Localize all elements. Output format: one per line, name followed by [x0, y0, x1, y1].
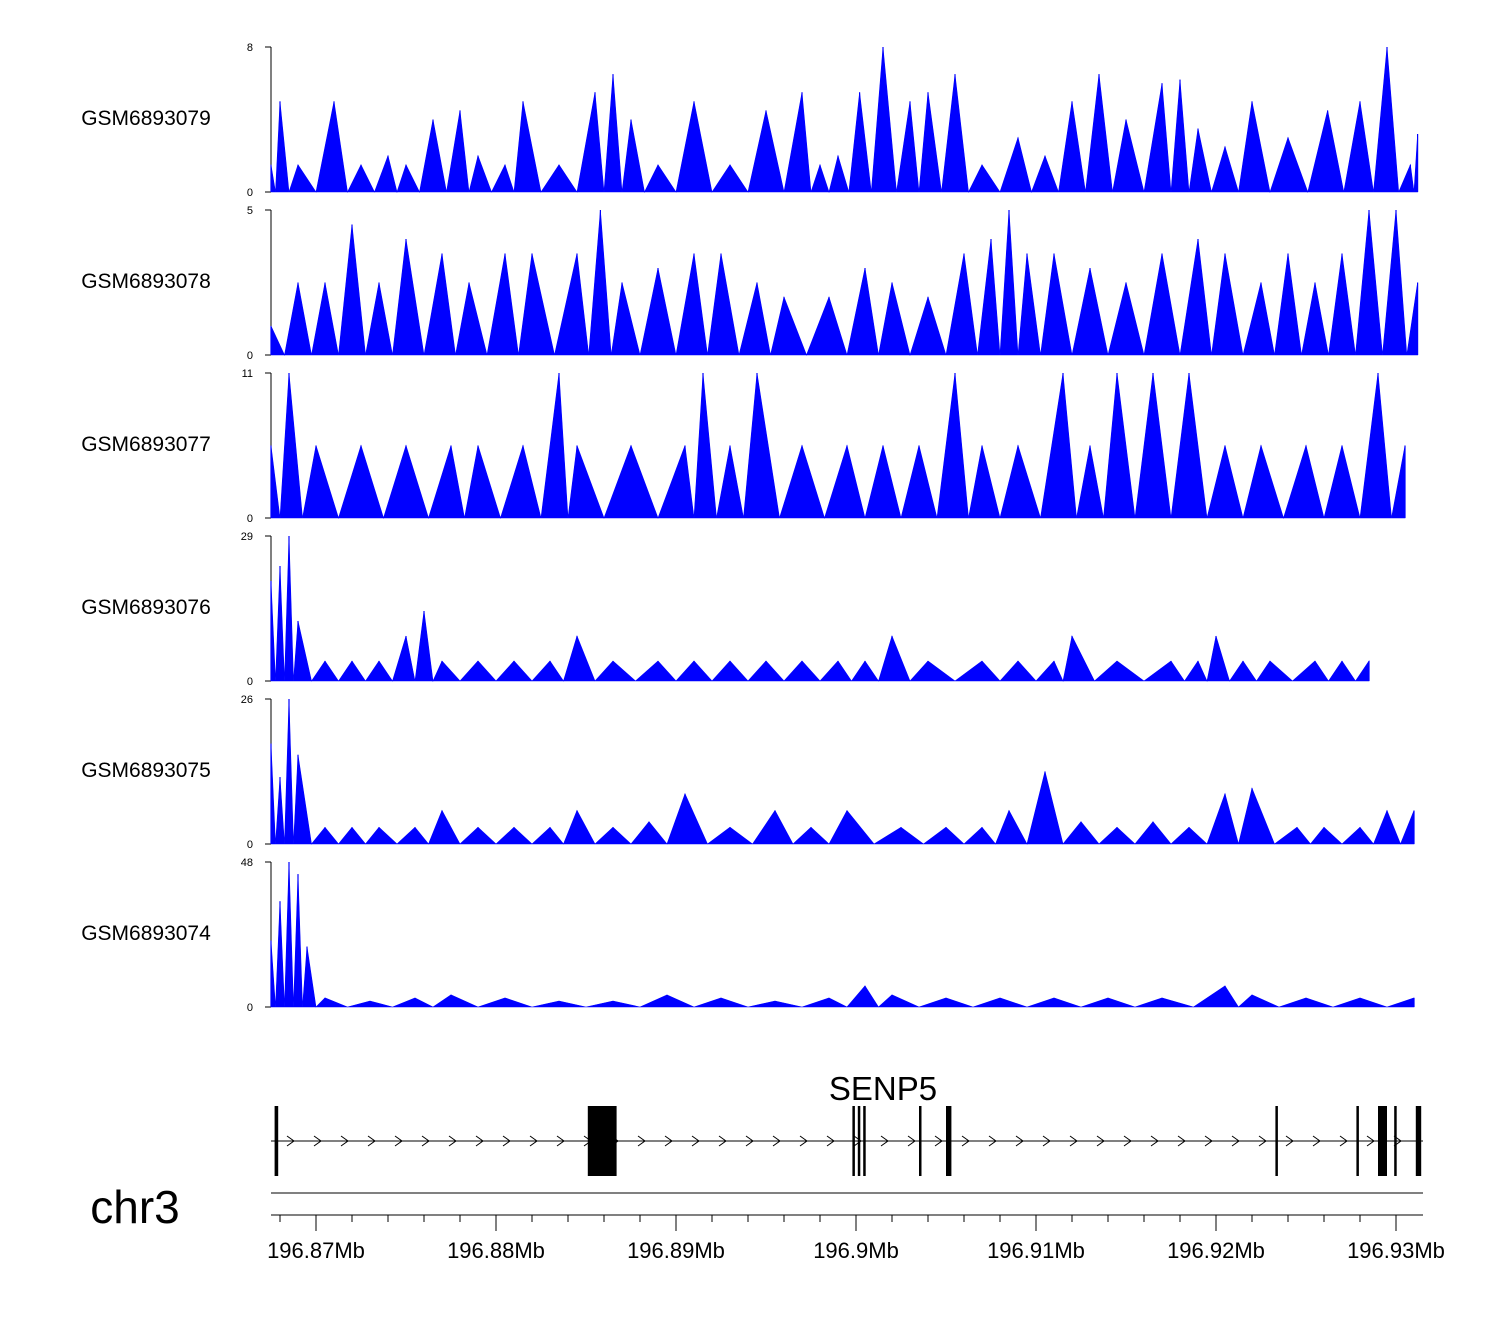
strand-arrow [826, 1135, 835, 1147]
gene-exon [919, 1106, 922, 1176]
strand-arrow [664, 1135, 673, 1147]
strand-arrow [556, 1135, 565, 1147]
track-GSM6893074: GSM6893074 48 0 [81, 857, 1415, 1014]
track-label: GSM6893074 [81, 922, 211, 945]
strand-arrow [1204, 1135, 1213, 1147]
strand-arrow [961, 1135, 970, 1147]
strand-arrow [475, 1135, 484, 1147]
y-axis-max-label: 26 [241, 694, 253, 706]
strand-arrow [1366, 1135, 1375, 1147]
strand-arrow [853, 1135, 862, 1147]
y-axis-min-label: 0 [247, 839, 253, 851]
track-label: GSM6893078 [81, 270, 211, 293]
strand-arrow [1231, 1135, 1240, 1147]
strand-arrow [880, 1135, 889, 1147]
strand-arrow [1042, 1135, 1051, 1147]
strand-arrow [1177, 1135, 1186, 1147]
coverage-area [270, 698, 1415, 845]
coverage-tracks: GSM689307980GSM689307850GSM6893077110GSM… [81, 42, 1419, 1014]
strand-arrow [772, 1135, 781, 1147]
track-label: GSM6893075 [81, 759, 211, 782]
gene-exon [852, 1106, 855, 1176]
track-label: GSM6893079 [81, 107, 211, 130]
strand-arrow [745, 1135, 754, 1147]
track-GSM6893078: GSM6893078 5 0 [81, 205, 1419, 362]
y-axis-min-label: 0 [247, 1002, 253, 1014]
gene-exon [1378, 1106, 1387, 1176]
chromosome-label: chr3 [90, 1181, 179, 1233]
strand-arrow [1150, 1135, 1159, 1147]
track-GSM6893075: GSM6893075 26 0 [81, 694, 1415, 851]
strand-arrow [502, 1135, 511, 1147]
gene-exon [1394, 1106, 1397, 1176]
strand-arrow [1123, 1135, 1132, 1147]
coverage-area [270, 209, 1418, 357]
gene-exon [587, 1106, 617, 1176]
y-axis-min-label: 0 [247, 513, 253, 525]
gene-exon [857, 1106, 861, 1176]
gene-exon [1356, 1106, 1359, 1176]
track-label: GSM6893077 [81, 433, 211, 456]
x-axis-tick-label: 196.87Mb [267, 1238, 365, 1263]
x-axis-tick-label: 196.89Mb [627, 1238, 725, 1263]
y-axis-max-label: 8 [247, 42, 253, 54]
y-axis-max-label: 29 [241, 531, 253, 543]
strand-arrow [421, 1135, 430, 1147]
strand-arrow [1258, 1135, 1267, 1147]
y-axis-min-label: 0 [247, 187, 253, 199]
gene-exon [863, 1106, 866, 1176]
y-axis-max-label: 5 [247, 205, 253, 217]
strand-arrow [1312, 1135, 1321, 1147]
coverage-area [270, 861, 1415, 1008]
y-axis-max-label: 11 [242, 368, 253, 380]
track-GSM6893077: GSM6893077 11 0 [81, 368, 1406, 525]
strand-arrow [529, 1135, 538, 1147]
x-axis-tick-label: 196.91Mb [987, 1238, 1085, 1263]
y-axis-min-label: 0 [247, 350, 253, 362]
strand-arrow [367, 1135, 376, 1147]
gene-exon [1415, 1106, 1422, 1176]
strand-arrow [1096, 1135, 1105, 1147]
strand-arrow [448, 1135, 457, 1147]
coverage-area [270, 46, 1418, 194]
gene-annotation-track [271, 1106, 1423, 1194]
strand-arrow [1015, 1135, 1024, 1147]
track-GSM6893076: GSM6893076 29 0 [81, 531, 1370, 688]
track-label: GSM6893076 [81, 596, 211, 619]
strand-arrow [637, 1135, 646, 1147]
x-axis-tick-label: 196.92Mb [1167, 1238, 1265, 1263]
strand-arrow [313, 1135, 322, 1147]
y-axis-max-label: 48 [241, 857, 253, 869]
strand-arrow [340, 1135, 349, 1147]
strand-arrow [799, 1135, 808, 1147]
genomic-axis: 196.87Mb 196.88Mb 196.89Mb 196.9Mb 196.91Mb 1… [267, 1214, 1445, 1263]
y-axis-min-label: 0 [247, 676, 253, 688]
strand-arrow [1069, 1135, 1078, 1147]
gene-exon [274, 1106, 279, 1176]
gene-name-label: SENP5 [829, 1070, 937, 1107]
strand-arrow [1339, 1135, 1348, 1147]
coverage-area [270, 535, 1370, 683]
track-GSM6893079: GSM6893079 8 0 [81, 42, 1419, 199]
strand-arrow [988, 1135, 997, 1147]
strand-arrow [1285, 1135, 1294, 1147]
x-axis-tick-label: 196.93Mb [1347, 1238, 1445, 1263]
strand-arrow [907, 1135, 916, 1147]
gene-exon [946, 1106, 952, 1176]
strand-arrow [691, 1135, 700, 1147]
x-axis-tick-label: 196.88Mb [447, 1238, 545, 1263]
coverage-area [270, 372, 1406, 520]
strand-arrow [394, 1135, 403, 1147]
gene-exon [1275, 1106, 1278, 1176]
strand-arrow [286, 1135, 295, 1147]
strand-arrow [718, 1135, 727, 1147]
x-axis-tick-label: 196.9Mb [813, 1238, 899, 1263]
strand-arrow [934, 1135, 943, 1147]
